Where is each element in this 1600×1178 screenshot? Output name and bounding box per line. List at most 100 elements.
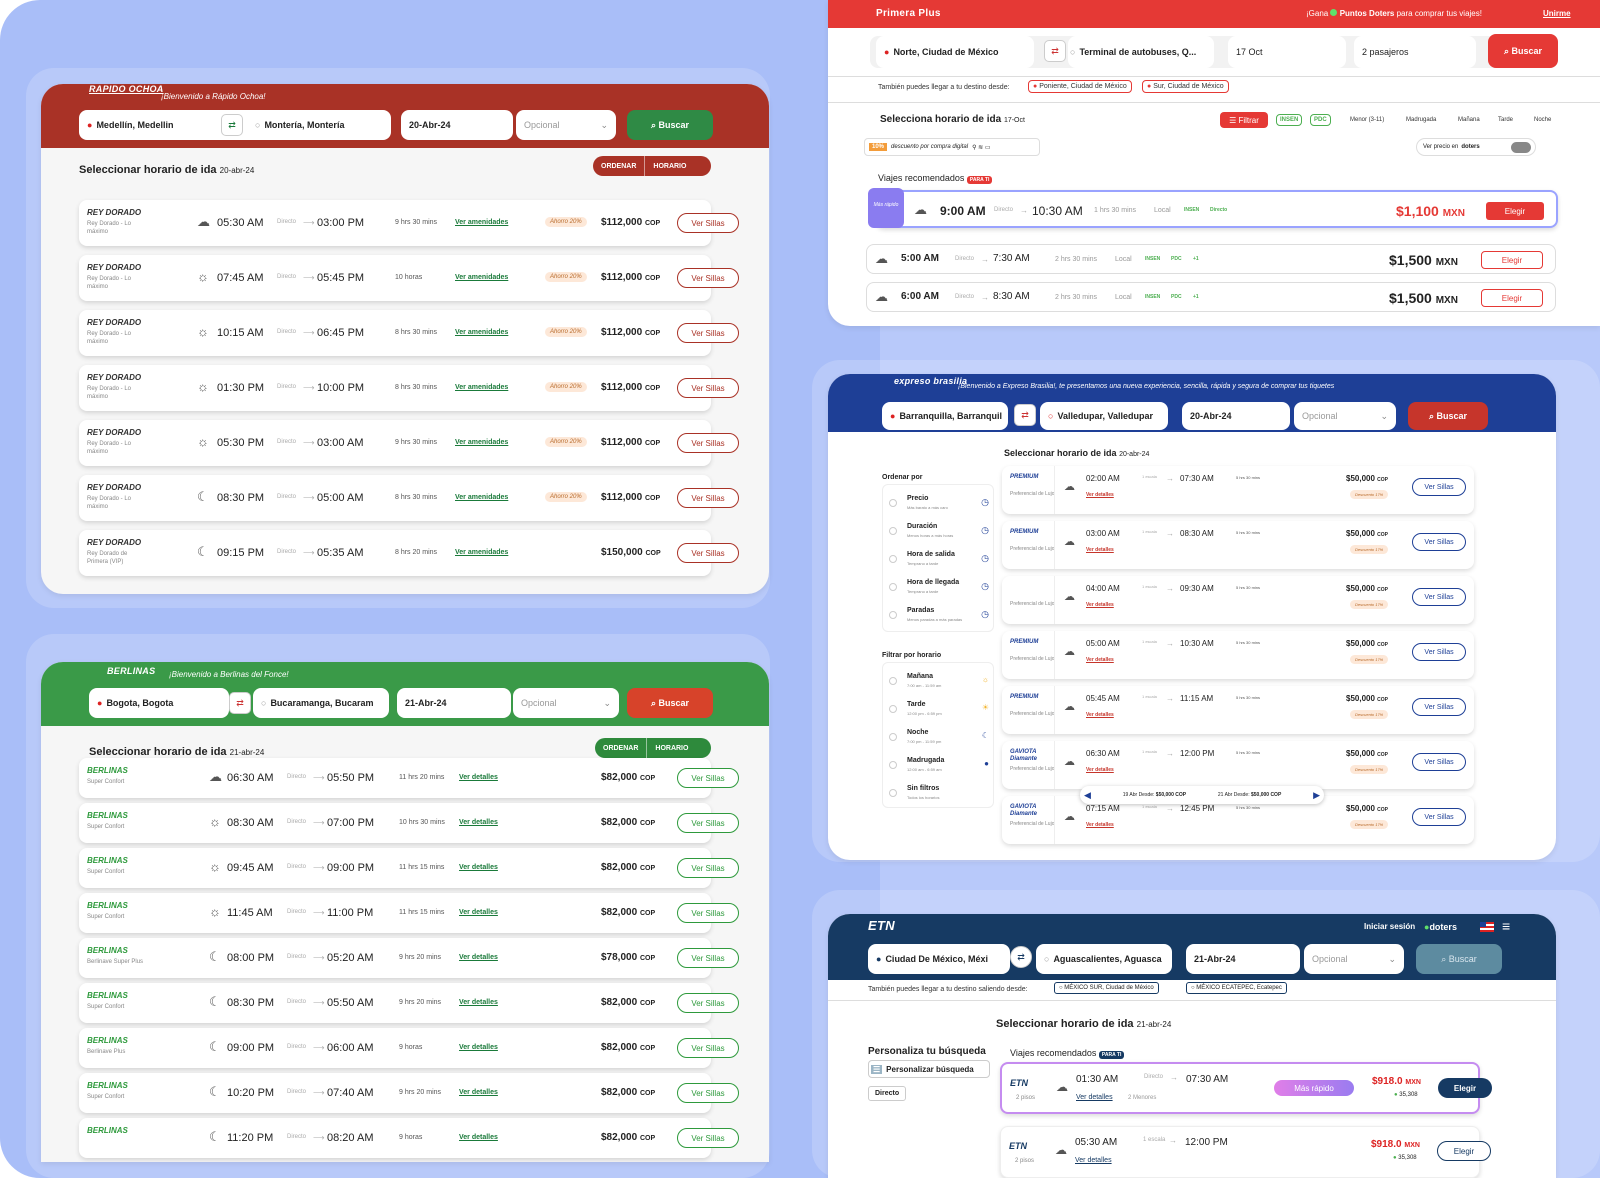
primera-time-filter-2[interactable]: Madrugada	[1406, 117, 1437, 123]
details-link[interactable]: Ver detalles	[1075, 1157, 1112, 1164]
order-option[interactable]: Paradas Menos paradas a más paradas ◷	[889, 607, 989, 631]
primera-date-field[interactable]: 17 Oct	[1228, 36, 1346, 68]
filter-option[interactable]: Noche 7:00 pm - 11:59 pm ☾	[889, 729, 989, 753]
details-link[interactable]: Ver detalles	[459, 954, 498, 961]
radio-button[interactable]	[889, 789, 897, 797]
brasilia-date-field[interactable]: 20-Abr-24	[1182, 402, 1290, 430]
radio-button[interactable]	[889, 705, 897, 713]
etn-doters[interactable]: ●doters	[1424, 922, 1457, 932]
berlinas-search-button[interactable]: ⌕ Buscar	[627, 688, 713, 718]
primera-swap-button[interactable]: ⇄	[1044, 40, 1066, 62]
rapido-swap-button[interactable]: ⇄	[221, 114, 243, 136]
berlinas-origin-field[interactable]: ● Bogota, Bogota	[89, 688, 229, 718]
details-link[interactable]: Ver detalles	[1076, 1094, 1113, 1101]
primera-chip-insen[interactable]: INSEN	[1276, 114, 1303, 126]
view-seats-button[interactable]: Ver Sillas	[677, 1083, 739, 1103]
details-link[interactable]: Ver detalles	[459, 819, 498, 826]
details-link[interactable]: Ver amenidades	[455, 384, 509, 391]
view-seats-button[interactable]: Ver Sillas	[1412, 478, 1466, 496]
details-link[interactable]: Ver detalles	[459, 999, 498, 1006]
radio-button[interactable]	[889, 611, 897, 619]
radio-button[interactable]	[889, 733, 897, 741]
arrow-left-icon[interactable]: ◀	[1084, 789, 1091, 800]
rapido-date-field[interactable]: 20-Abr-24	[401, 110, 513, 140]
view-seats-button[interactable]: Ver Sillas	[677, 323, 739, 343]
etn-destination-field[interactable]: ○ Aguascalientes, Aguasca	[1036, 944, 1172, 974]
order-option[interactable]: Hora de llegada Temprano a tarde ◷	[889, 579, 989, 603]
choose-button[interactable]: Elegir	[1486, 202, 1544, 220]
view-seats-button[interactable]: Ver Sillas	[1412, 808, 1466, 826]
details-link[interactable]: Ver detalles	[1086, 657, 1114, 663]
order-option[interactable]: Precio Más barato a más caro ◷	[889, 495, 989, 519]
primera-filter-button[interactable]: ☰ Filtrar	[1220, 112, 1268, 128]
view-seats-button[interactable]: Ver Sillas	[677, 993, 739, 1013]
details-link[interactable]: Ver detalles	[1086, 822, 1114, 828]
primera-time-filter-5[interactable]: Noche	[1534, 117, 1552, 123]
order-option[interactable]: Hora de salida Temprano a tarde ◷	[889, 551, 989, 575]
etn-date-field[interactable]: 21-Abr-24	[1186, 944, 1300, 974]
view-seats-button[interactable]: Ver Sillas	[677, 213, 739, 233]
rapido-sort-button[interactable]: ORDENAR	[593, 156, 646, 176]
details-link[interactable]: Ver detalles	[1086, 492, 1114, 498]
etn-search-button[interactable]: ⌕ Buscar	[1416, 944, 1502, 974]
arrow-right-icon[interactable]: ▶	[1313, 789, 1320, 800]
etn-direct-chip[interactable]: Directo	[868, 1086, 907, 1101]
popup-date-2[interactable]: 21 Abr Desde: $50,000 COP	[1218, 792, 1281, 798]
choose-button[interactable]: Elegir	[1438, 1078, 1492, 1098]
details-link[interactable]: Ver detalles	[459, 1134, 498, 1141]
details-link[interactable]: Ver detalles	[1086, 547, 1114, 553]
details-link[interactable]: Ver detalles	[459, 909, 498, 916]
details-link[interactable]: Ver detalles	[459, 864, 498, 871]
view-seats-button[interactable]: Ver Sillas	[677, 543, 739, 563]
primera-time-filter-4[interactable]: Tarde	[1498, 117, 1514, 123]
view-seats-button[interactable]: Ver Sillas	[677, 433, 739, 453]
radio-button[interactable]	[889, 527, 897, 535]
primera-doters-toggle[interactable]: Ver precio en doters	[1416, 138, 1536, 156]
toggle-switch[interactable]	[1511, 141, 1531, 153]
details-link[interactable]: Ver amenidades	[455, 329, 509, 336]
primera-alt-origin-1[interactable]: ● Poniente, Ciudad de México	[1028, 80, 1132, 93]
details-link[interactable]: Ver detalles	[1086, 602, 1114, 608]
etn-login-link[interactable]: Iniciar sesión	[1364, 922, 1416, 931]
details-link[interactable]: Ver detalles	[459, 1089, 498, 1096]
filter-option[interactable]: Sin filtros Todos los horarios	[889, 785, 989, 809]
berlinas-destination-field[interactable]: ○ Bucaramanga, Bucaram	[253, 688, 389, 718]
primera-passengers-field[interactable]: 2 pasajeros	[1354, 36, 1476, 68]
view-seats-button[interactable]: Ver Sillas	[677, 1038, 739, 1058]
menu-icon[interactable]: ≡	[1502, 918, 1511, 934]
primera-logo[interactable]: Primera Plus	[876, 8, 941, 19]
filter-option[interactable]: Mañana 7:00 am - 11:59 am ☼	[889, 673, 989, 697]
details-link[interactable]: Ver amenidades	[455, 219, 509, 226]
view-seats-button[interactable]: Ver Sillas	[677, 903, 739, 923]
berlinas-return-field[interactable]: Opcional ⌄	[513, 688, 619, 718]
view-seats-button[interactable]: Ver Sillas	[677, 268, 739, 288]
brasilia-destination-field[interactable]: ○ Valledupar, Valledupar	[1040, 402, 1168, 430]
filter-option[interactable]: Madrugada 12:00 am - 6:59 am ●	[889, 757, 989, 781]
choose-button[interactable]: Elegir	[1437, 1141, 1491, 1161]
view-seats-button[interactable]: Ver Sillas	[677, 858, 739, 878]
details-link[interactable]: Ver amenidades	[455, 274, 509, 281]
rapido-search-button[interactable]: ⌕ Buscar	[627, 110, 713, 140]
etn-origin-field[interactable]: ● Ciudad De México, Méxi	[868, 944, 1010, 974]
view-seats-button[interactable]: Ver Sillas	[677, 378, 739, 398]
details-link[interactable]: Ver amenidades	[455, 439, 509, 446]
brasilia-return-field[interactable]: Opcional ⌄	[1294, 402, 1396, 430]
view-seats-button[interactable]: Ver Sillas	[1412, 533, 1466, 551]
etn-alt-origin-1[interactable]: ○ MÉXICO SUR, Ciudad de México	[1054, 982, 1159, 994]
brasilia-search-button[interactable]: ⌕ Buscar	[1408, 402, 1488, 430]
view-seats-button[interactable]: Ver Sillas	[1412, 588, 1466, 606]
berlinas-date-field[interactable]: 21-Abr-24	[397, 688, 511, 718]
view-seats-button[interactable]: Ver Sillas	[1412, 698, 1466, 716]
details-link[interactable]: Ver detalles	[459, 774, 498, 781]
details-link[interactable]: Ver detalles	[459, 1044, 498, 1051]
rapido-return-field[interactable]: Opcional ⌄	[516, 110, 616, 140]
berlinas-swap-button[interactable]: ⇄	[229, 692, 251, 714]
brasilia-swap-button[interactable]: ⇄	[1014, 404, 1036, 426]
radio-button[interactable]	[889, 555, 897, 563]
primera-alt-origin-2[interactable]: ● Sur, Ciudad de México	[1142, 80, 1229, 93]
view-seats-button[interactable]: Ver Sillas	[677, 948, 739, 968]
primera-join-link[interactable]: Unirme	[1543, 9, 1571, 18]
primera-search-button[interactable]: ⌕ Buscar	[1488, 34, 1558, 68]
details-link[interactable]: Ver amenidades	[455, 549, 509, 556]
radio-button[interactable]	[889, 761, 897, 769]
